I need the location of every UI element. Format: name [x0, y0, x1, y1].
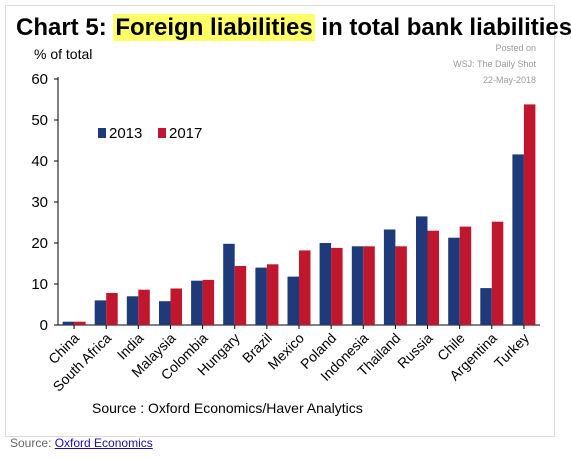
bar-2017-mexico	[299, 250, 311, 325]
bar-2013-china	[62, 321, 75, 325]
title-highlight: Foreign liabilities	[113, 14, 315, 41]
bar-2017-china	[74, 321, 86, 325]
bar-2017-india	[138, 289, 150, 325]
bar-2013-poland	[319, 243, 332, 325]
chart-title: Chart 5: Foreign liabilities in total ba…	[16, 14, 571, 42]
caption-prefix: Source:	[10, 436, 55, 450]
bar-2013-russia	[416, 216, 428, 325]
bar-2017-chile	[459, 226, 472, 325]
bar-2013-hungary	[223, 243, 235, 325]
source-link[interactable]: Oxford Economics	[54, 436, 153, 450]
posted-line-1: Posted on	[495, 43, 536, 53]
bar-2013-thailand	[383, 229, 396, 325]
legend-label-2017: 2017	[169, 125, 202, 142]
bar-2013-colombia	[191, 280, 203, 325]
y-tick-label: 40	[31, 153, 48, 170]
bar-2017-turkey	[523, 104, 536, 326]
x-category-label: Russia	[394, 330, 436, 372]
bar-2017-indonesia	[363, 246, 375, 325]
title-prefix: Chart 5:	[16, 14, 114, 41]
image-caption: Source: Oxford Economics	[10, 436, 153, 450]
bar-2017-malaysia	[170, 288, 182, 325]
bar-2013-chile	[448, 237, 460, 325]
chart-frame	[5, 5, 555, 437]
bar-2013-brazil	[255, 267, 267, 325]
bar-2013-malaysia	[159, 301, 171, 325]
bar-2017-hungary	[234, 266, 247, 325]
bar-2017-poland	[331, 247, 343, 325]
chart-source-note: Source : Oxford Economics/Haver Analytic…	[92, 400, 363, 416]
bar-2017-thailand	[395, 246, 407, 325]
y-tick-label: 0	[40, 317, 48, 334]
legend-label-2013: 2013	[109, 125, 142, 142]
y-axis-label: % of total	[34, 46, 93, 62]
bar-2013-mexico	[287, 276, 299, 325]
y-tick-label: 60	[31, 71, 48, 88]
y-tick-label: 50	[31, 112, 48, 129]
y-tick-label: 10	[31, 276, 48, 293]
legend-swatch-2017	[158, 128, 166, 138]
bar-2013-south-africa	[94, 300, 107, 325]
posted-line-2: WSJ: The Daily Shot	[453, 59, 536, 69]
posted-line-3: 22-May-2018	[482, 75, 536, 85]
bar-2017-south-africa	[106, 293, 118, 325]
bar-2013-indonesia	[351, 246, 364, 325]
y-tick-label: 20	[31, 235, 48, 252]
x-category-label: Turkey	[491, 330, 532, 371]
bar-2013-turkey	[512, 154, 524, 325]
bar-2017-brazil	[266, 264, 279, 325]
bar-2017-argentina	[491, 221, 504, 325]
bar-2017-russia	[427, 230, 439, 325]
legend-swatch-2013	[98, 128, 106, 138]
x-category-label: Mexico	[264, 330, 307, 373]
bar-2013-india	[126, 296, 139, 325]
title-suffix: in total bank liabilities	[314, 14, 571, 41]
bar-2013-argentina	[480, 288, 492, 325]
y-tick-label: 30	[31, 194, 48, 211]
bar-2017-colombia	[202, 279, 215, 325]
